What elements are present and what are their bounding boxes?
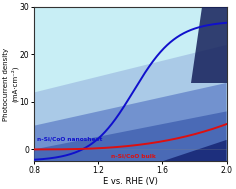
Polygon shape bbox=[191, 7, 227, 83]
Polygon shape bbox=[34, 45, 227, 161]
Polygon shape bbox=[34, 112, 227, 161]
Text: n-Si/CoO nanosheet: n-Si/CoO nanosheet bbox=[37, 137, 103, 142]
Text: n-Si/CoO bulk: n-Si/CoO bulk bbox=[111, 154, 156, 159]
X-axis label: E vs. RHE (V): E vs. RHE (V) bbox=[103, 177, 158, 186]
Polygon shape bbox=[34, 83, 227, 161]
Y-axis label: Photocurrent density
(mA·cm⁻²): Photocurrent density (mA·cm⁻²) bbox=[4, 48, 18, 121]
Polygon shape bbox=[34, 140, 227, 161]
